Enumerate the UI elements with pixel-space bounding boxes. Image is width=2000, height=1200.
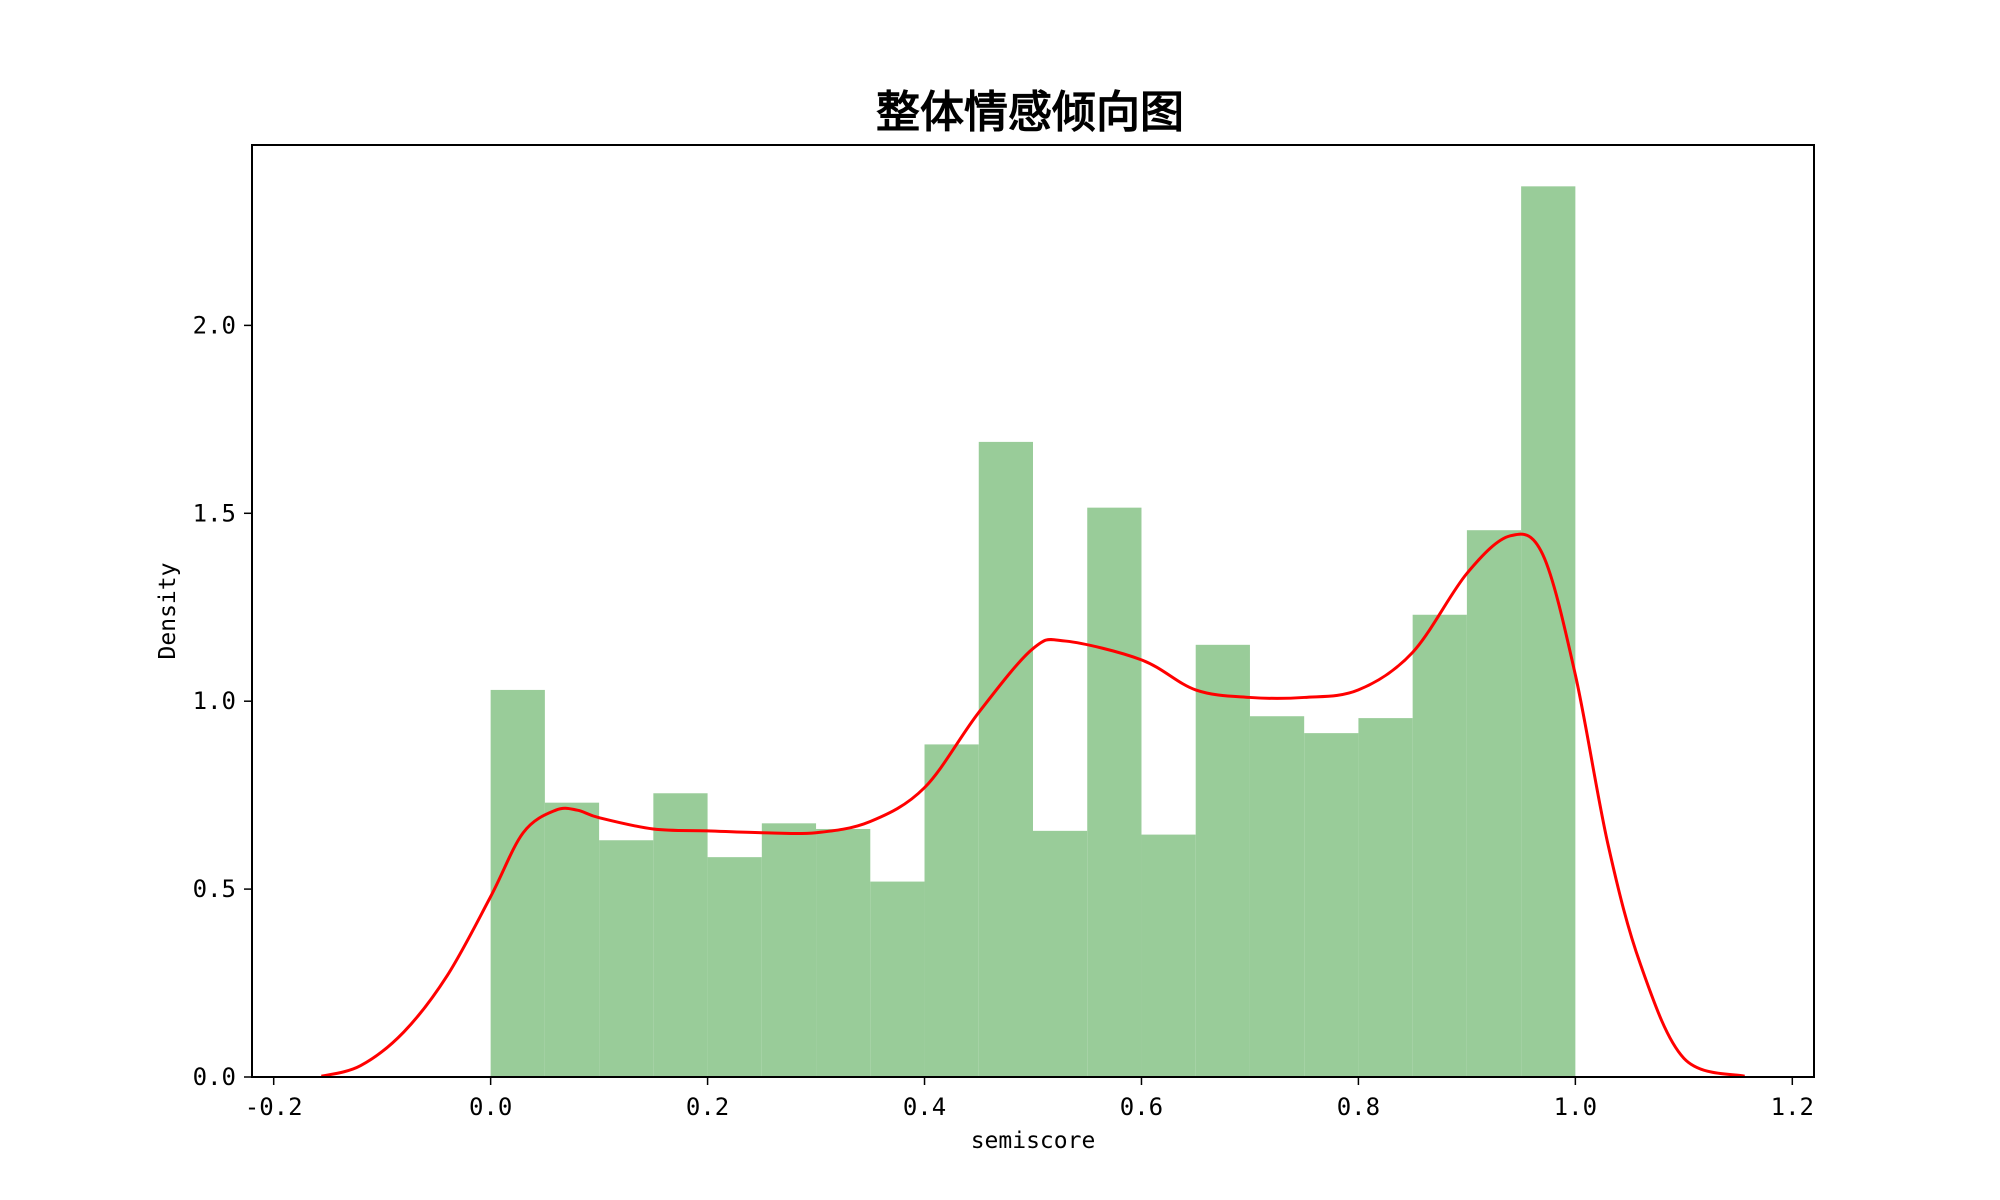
x-tick-label: 1.2 — [1771, 1093, 1814, 1121]
histogram-bar — [490, 689, 545, 1077]
histogram-bar — [978, 441, 1033, 1077]
x-tick-label: 0.8 — [1337, 1093, 1380, 1121]
histogram-bar — [707, 857, 762, 1077]
x-tick-label: 0.2 — [686, 1093, 729, 1121]
histogram-bar — [1141, 834, 1196, 1077]
y-tick-label: 0.0 — [193, 1063, 236, 1091]
histogram-bar — [1033, 830, 1088, 1077]
x-tick-label: 0.6 — [1120, 1093, 1163, 1121]
y-tick-label: 0.5 — [193, 875, 236, 903]
histogram-bar — [544, 802, 600, 1077]
x-tick-label: 1.0 — [1554, 1093, 1597, 1121]
x-axis: -0.2 0.0 0.2 0.4 0.6 0.8 1.0 1.2 — [245, 1077, 1814, 1121]
y-axis: 0.0 0.5 1.0 1.5 2.0 — [193, 311, 252, 1091]
plot-frame — [251, 144, 1815, 1078]
y-tick-label: 1.5 — [193, 499, 236, 527]
histogram-bar — [1412, 614, 1467, 1077]
y-tick-label: 1.0 — [193, 687, 236, 715]
x-tick-label: 0.0 — [469, 1093, 512, 1121]
histogram-bar — [653, 793, 708, 1077]
x-tick-label: -0.2 — [245, 1093, 303, 1121]
histogram-bar — [816, 828, 871, 1077]
histogram-bar — [870, 881, 925, 1077]
histogram-bar — [599, 840, 654, 1077]
histogram-bar — [1304, 733, 1359, 1077]
histogram-bar — [1358, 718, 1413, 1077]
y-tick-label: 2.0 — [193, 311, 236, 339]
kde-line — [321, 532, 1746, 1078]
y-axis-label: Density — [155, 563, 181, 660]
histogram-bar — [761, 823, 817, 1077]
histogram-bar — [1466, 530, 1522, 1077]
histogram-bar — [924, 744, 979, 1077]
histogram-bar — [1195, 644, 1250, 1077]
bars-layer — [490, 186, 1576, 1078]
histogram-bar — [1521, 186, 1576, 1077]
kde-layer — [321, 532, 1746, 1078]
x-axis-label: semiscore — [971, 1128, 1096, 1154]
x-tick-label: 0.4 — [903, 1093, 946, 1121]
chart-title: 整体情感倾向图 — [876, 87, 1184, 138]
histogram-bar — [1249, 716, 1305, 1077]
histogram-bar — [1087, 507, 1142, 1078]
